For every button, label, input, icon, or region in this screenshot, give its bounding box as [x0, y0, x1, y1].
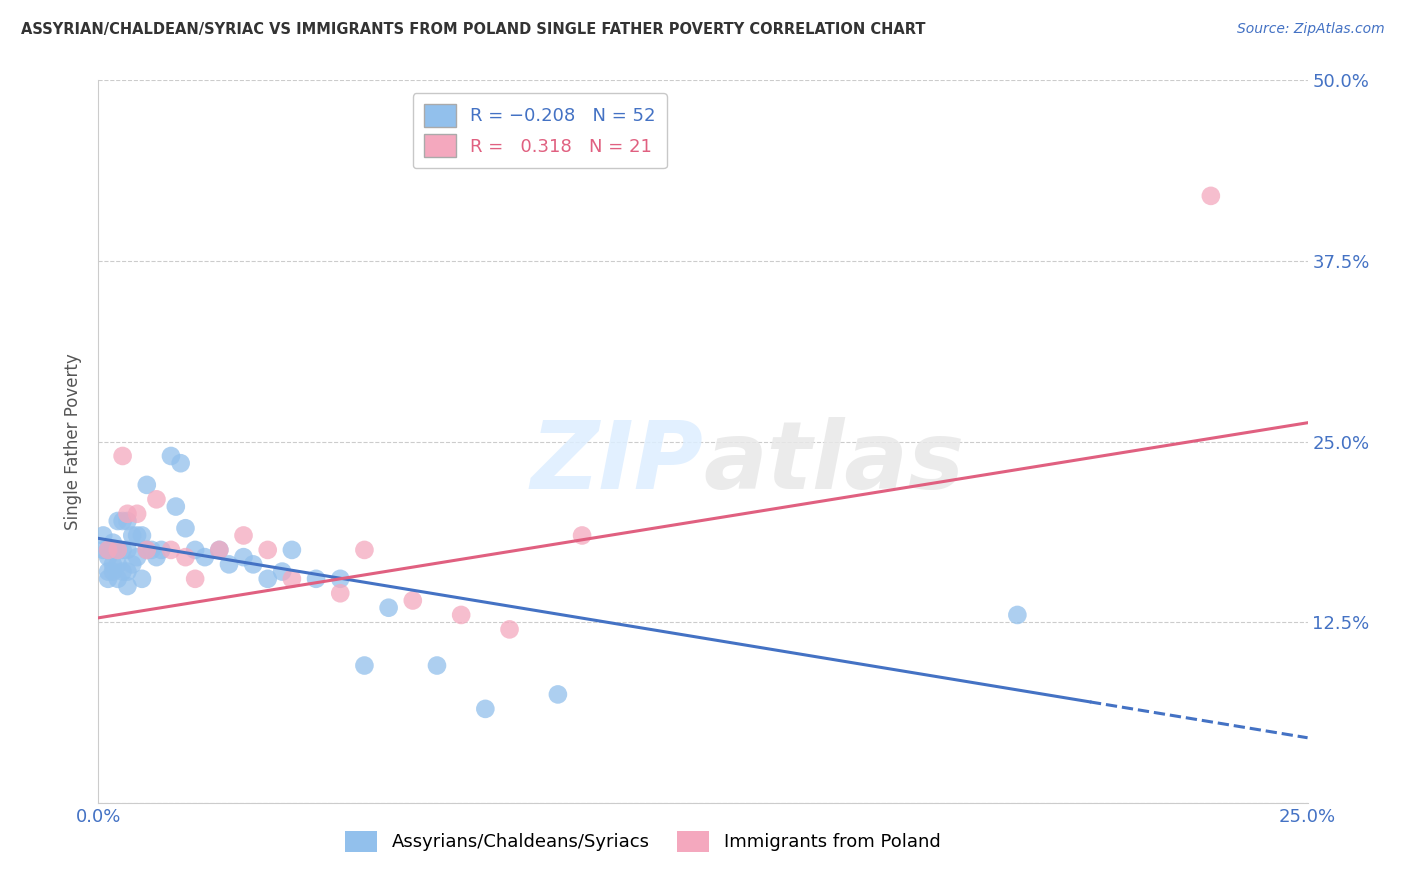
- Point: [141, 542, 163, 557]
- Point: [571, 528, 593, 542]
- Point: [1199, 189, 1222, 203]
- Point: [101, 558, 124, 572]
- Point: [377, 600, 399, 615]
- Point: [97, 572, 120, 586]
- Point: [91, 542, 114, 557]
- Point: [91, 528, 114, 542]
- Text: ASSYRIAN/CHALDEAN/SYRIAC VS IMMIGRANTS FROM POLAND SINGLE FATHER POVERTY CORRELA: ASSYRIAN/CHALDEAN/SYRIAC VS IMMIGRANTS F…: [21, 22, 925, 37]
- Point: [271, 565, 294, 579]
- Legend: Assyrians/Chaldeans/Syriacs, Immigrants from Poland: Assyrians/Chaldeans/Syriacs, Immigrants …: [337, 823, 948, 859]
- Point: [145, 550, 167, 565]
- Point: [101, 565, 124, 579]
- Point: [97, 550, 120, 565]
- Point: [160, 542, 183, 557]
- Text: Source: ZipAtlas.com: Source: ZipAtlas.com: [1237, 22, 1385, 37]
- Point: [107, 572, 129, 586]
- Point: [135, 542, 157, 557]
- Point: [127, 507, 149, 521]
- Point: [281, 542, 304, 557]
- Point: [174, 521, 197, 535]
- Point: [131, 572, 153, 586]
- Point: [256, 572, 278, 586]
- Point: [329, 572, 352, 586]
- Point: [117, 542, 139, 557]
- Y-axis label: Single Father Poverty: Single Father Poverty: [65, 353, 83, 530]
- Point: [353, 542, 375, 557]
- Point: [208, 542, 231, 557]
- Point: [150, 542, 173, 557]
- Point: [329, 586, 352, 600]
- Point: [135, 478, 157, 492]
- Point: [256, 542, 278, 557]
- Point: [450, 607, 472, 622]
- Point: [194, 550, 217, 565]
- Point: [135, 542, 157, 557]
- Point: [218, 558, 240, 572]
- Point: [117, 565, 139, 579]
- Point: [232, 528, 254, 542]
- Point: [107, 542, 129, 557]
- Point: [1007, 607, 1029, 622]
- Point: [474, 702, 496, 716]
- Point: [305, 572, 328, 586]
- Point: [165, 500, 187, 514]
- Point: [160, 449, 183, 463]
- Text: ZIP: ZIP: [530, 417, 703, 509]
- Point: [174, 550, 197, 565]
- Point: [117, 507, 139, 521]
- Point: [97, 565, 120, 579]
- Point: [208, 542, 231, 557]
- Point: [107, 558, 129, 572]
- Point: [169, 456, 191, 470]
- Point: [127, 550, 149, 565]
- Point: [184, 542, 207, 557]
- Point: [101, 535, 124, 549]
- Point: [121, 558, 143, 572]
- Point: [402, 593, 425, 607]
- Point: [111, 542, 134, 557]
- Point: [547, 687, 569, 701]
- Point: [101, 542, 124, 557]
- Point: [131, 528, 153, 542]
- Point: [281, 572, 304, 586]
- Point: [107, 514, 129, 528]
- Point: [111, 565, 134, 579]
- Point: [426, 658, 449, 673]
- Point: [111, 449, 134, 463]
- Point: [242, 558, 264, 572]
- Point: [145, 492, 167, 507]
- Point: [353, 658, 375, 673]
- Text: atlas: atlas: [703, 417, 965, 509]
- Point: [184, 572, 207, 586]
- Point: [121, 528, 143, 542]
- Point: [111, 514, 134, 528]
- Point: [127, 528, 149, 542]
- Point: [117, 579, 139, 593]
- Point: [97, 542, 120, 557]
- Point: [117, 514, 139, 528]
- Point: [498, 623, 520, 637]
- Point: [232, 550, 254, 565]
- Point: [97, 542, 120, 557]
